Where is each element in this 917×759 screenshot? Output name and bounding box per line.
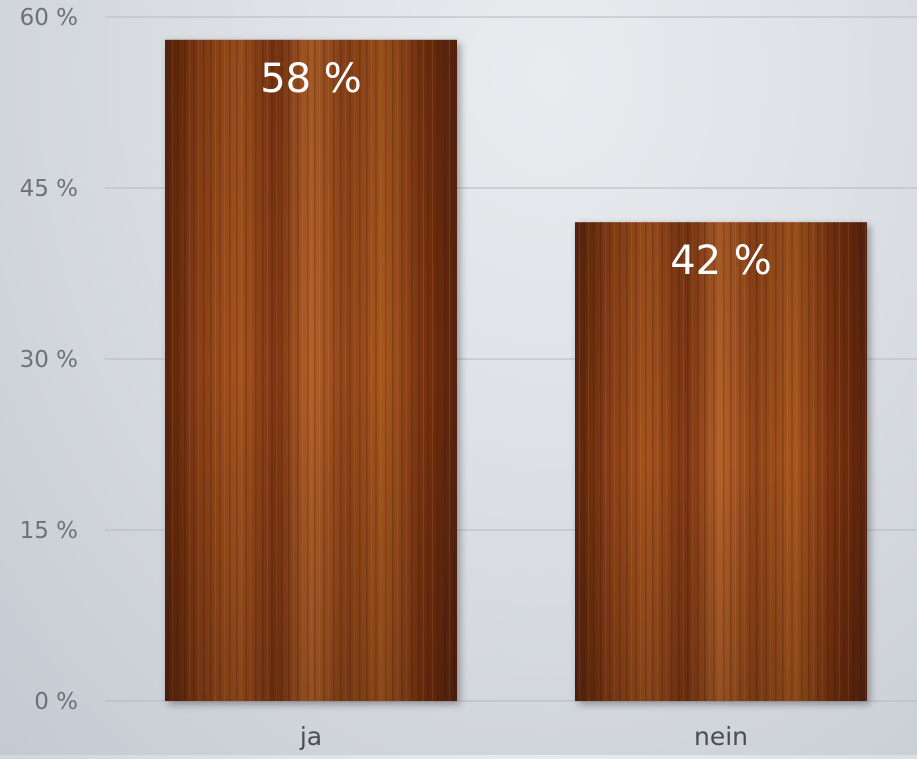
bar-wood-shade — [165, 39, 457, 702]
bar-wood-shade — [575, 222, 867, 701]
x-category-label: ja — [299, 722, 322, 751]
y-tick-label: 30 % — [20, 347, 78, 373]
y-axis-tick-labels: 0 % 15 % 30 % 45 % 60 % — [20, 5, 78, 715]
x-axis-category-labels: ja nein — [299, 722, 748, 751]
bar-value-label: 42 % — [670, 238, 772, 284]
bar-ja — [165, 39, 457, 702]
bar-value-label: 58 % — [260, 56, 362, 102]
y-tick-label: 0 % — [34, 689, 78, 715]
y-tick-label: 60 % — [20, 5, 78, 31]
bars — [165, 39, 867, 702]
bar-nein — [575, 222, 867, 701]
y-tick-label: 45 % — [20, 176, 78, 202]
bar-value-labels: 58 % 42 % — [260, 56, 772, 284]
y-tick-label: 15 % — [20, 518, 78, 544]
x-category-label: nein — [694, 722, 748, 751]
